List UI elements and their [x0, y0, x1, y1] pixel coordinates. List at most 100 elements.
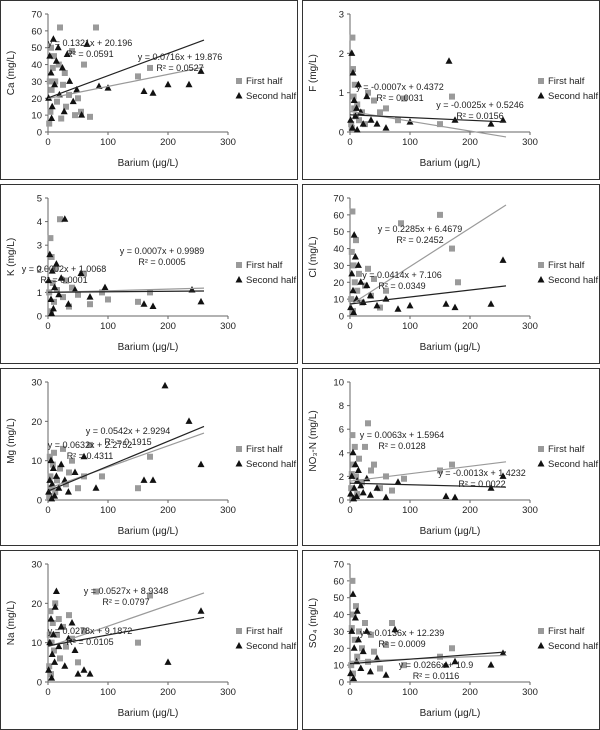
x-tick-label: 100 — [100, 687, 116, 698]
second-half-point — [394, 478, 402, 485]
y-axis-title: Cl (mg/L) — [308, 236, 319, 277]
second-half-point — [48, 114, 56, 122]
second-half-point — [353, 607, 361, 614]
first-half-point — [401, 662, 407, 669]
trendline-r-squared: R² = 0.2452 — [396, 235, 443, 245]
legend-second-half-label: Second half — [548, 275, 599, 286]
legend-first-half-label: First half — [246, 444, 283, 455]
trendline-equation: y = 0.0063x + 1.5964 — [360, 430, 445, 440]
first-half-point — [54, 477, 60, 484]
legend-first-half-marker — [538, 78, 544, 84]
x-axis-title: Barium (μg/L) — [420, 708, 481, 719]
x-tick-label: 300 — [522, 505, 538, 516]
second-half-point — [47, 456, 55, 464]
x-tick-label: 300 — [220, 505, 236, 516]
first-half-point — [351, 81, 358, 88]
second-half-point — [86, 670, 94, 677]
x-tick-label: 200 — [160, 687, 176, 698]
second-half-point — [51, 80, 59, 88]
first-half-point — [57, 465, 63, 472]
first-half-point — [60, 294, 66, 301]
x-tick-label: 100 — [100, 137, 116, 148]
second-half-point — [57, 274, 65, 281]
legend-second-half-label: Second half — [246, 459, 297, 470]
x-tick-label: 100 — [402, 321, 418, 332]
first-half-point — [48, 485, 55, 492]
y-tick-label: 30 — [333, 627, 344, 638]
first-half-point — [348, 248, 355, 255]
legend-first-half-label: First half — [246, 260, 283, 271]
first-half-point — [356, 628, 362, 635]
trendline-equation: y = 0.0136x + 12.239 — [360, 628, 445, 638]
second-half-point — [487, 661, 495, 668]
legend-first-half-label: First half — [548, 626, 585, 637]
first-half-point — [72, 112, 78, 119]
first-half-point — [54, 98, 60, 105]
second-half-point — [442, 661, 450, 668]
second-half-point — [349, 448, 357, 456]
y-tick-label: 30 — [333, 261, 344, 272]
second-half-point — [185, 417, 193, 424]
y-tick-label: 3 — [339, 10, 344, 21]
first-half-point — [93, 588, 99, 595]
first-half-point — [51, 53, 57, 60]
trendline-r-squared: R² = 0.1915 — [104, 437, 151, 447]
second-half-point — [350, 308, 358, 316]
first-half-point — [147, 64, 153, 71]
first-half-point — [46, 78, 53, 85]
trendline-r-squared: R² = 0.0797 — [102, 597, 149, 607]
second-half-point — [68, 619, 76, 626]
trendline-equation: y = 0.2285x + 6.4679 — [378, 224, 463, 234]
legend-second-half-marker — [537, 276, 545, 283]
first-half-point — [350, 611, 357, 618]
second-half-point — [57, 622, 65, 630]
y-tick-label: 0 — [37, 128, 42, 139]
first-half-point — [63, 643, 69, 650]
second-half-point — [48, 674, 56, 681]
legend-first-half-marker — [538, 262, 544, 268]
panel-border — [0, 184, 298, 364]
x-axis-title: Barium (μg/L) — [118, 158, 179, 169]
first-half-point — [389, 620, 395, 626]
second-half-point — [45, 666, 53, 673]
second-half-point — [349, 590, 357, 597]
second-half-point — [351, 613, 359, 621]
trendline-r-squared: R² = 0.0128 — [378, 441, 425, 451]
first-half-point — [371, 275, 377, 282]
second-half-point — [357, 481, 365, 489]
second-half-point — [359, 298, 367, 306]
y-tick-label: 10 — [333, 378, 344, 389]
trendline-r-squared: R² = 0.0022 — [458, 479, 505, 489]
second-half-point — [499, 116, 507, 123]
first-half-point — [401, 475, 407, 482]
x-tick-label: 0 — [45, 505, 50, 516]
trendline-r-squared: R² = 0.4311 — [67, 451, 114, 461]
y-tick-label: 30 — [31, 77, 42, 88]
first-half-point — [147, 592, 153, 599]
first-half-point — [349, 208, 356, 215]
second-half-point — [350, 494, 358, 502]
legend-second-half-marker — [235, 460, 243, 467]
first-half-point — [349, 432, 356, 439]
x-tick-label: 200 — [160, 321, 176, 332]
first-half-point — [78, 108, 84, 115]
x-tick-label: 200 — [462, 687, 478, 698]
first-half-point — [49, 461, 56, 468]
second-half-point — [52, 472, 60, 479]
legend-second-half-marker — [235, 92, 243, 99]
first-half-point — [147, 453, 153, 460]
panel-border — [302, 550, 600, 730]
trendline-equation: y = -0.0013x + 1.4232 — [438, 468, 526, 478]
second-half-point — [48, 267, 56, 274]
legend-first-half-marker — [236, 262, 242, 268]
second-half-point — [48, 650, 56, 657]
second-half-point — [47, 69, 55, 76]
first-half-point — [60, 445, 66, 452]
trendline-equation: y = 0.0414x + 7.106 — [362, 270, 442, 280]
x-tick-label: 0 — [45, 687, 50, 698]
first-half-point — [362, 443, 368, 450]
x-tick-label: 200 — [160, 137, 176, 148]
first-half-point — [75, 485, 81, 492]
second-half-point — [48, 102, 56, 110]
